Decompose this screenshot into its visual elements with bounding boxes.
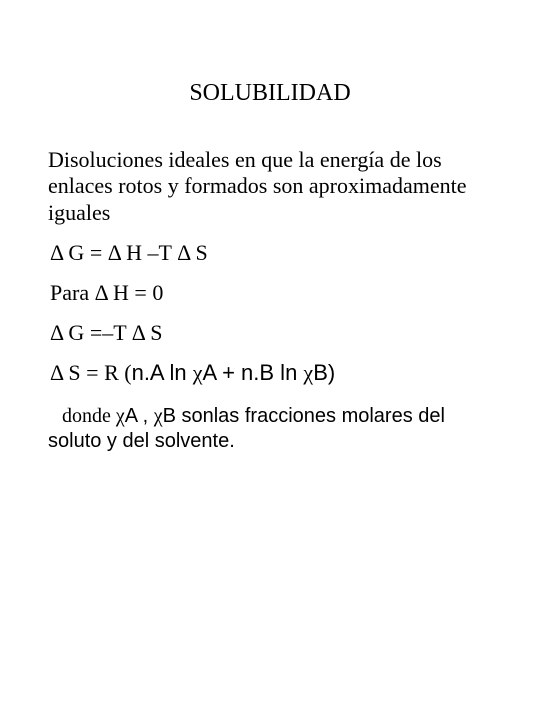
equation-delta-g: Δ G = Δ H –T Δ S: [48, 240, 492, 266]
explain-chi-a: χ: [116, 405, 125, 427]
eq4-close: ): [328, 360, 335, 385]
intro-paragraph: Disoluciones ideales en que la energía d…: [48, 147, 492, 226]
explain-tail1: sonlas fracciones molares del: [176, 405, 445, 427]
equation-delta-h-zero: Para Δ H = 0: [48, 280, 492, 306]
explain-b: B: [163, 405, 176, 427]
eq4-chi-a: χ: [193, 360, 203, 385]
eq4-nb-ln: n.B ln: [241, 360, 303, 385]
equation-delta-g-ts: Δ G =–T Δ S: [48, 320, 492, 346]
explain-pre: donde: [62, 405, 116, 427]
explain-a: A: [125, 405, 137, 427]
page-content: SOLUBILIDAD Disoluciones ideales en que …: [0, 0, 540, 454]
page-title: SOLUBILIDAD: [48, 80, 492, 107]
equation-delta-s: Δ S = R (n.A ln χA + n.B ln χB): [48, 360, 492, 386]
eq4-b: B: [313, 360, 328, 385]
explain-chi-b: χ: [154, 405, 163, 427]
explain-tail2: soluto y del solvente.: [48, 430, 235, 452]
explanation: donde χA , χB sonlas fracciones molares …: [48, 404, 492, 454]
explain-sep: ,: [137, 405, 154, 427]
eq4-a: A: [203, 360, 216, 385]
eq4-na-ln: n.A ln: [132, 360, 193, 385]
eq4-plus: +: [216, 360, 241, 385]
eq4-chi-b: χ: [303, 360, 313, 385]
eq4-prefix: Δ S = R (: [50, 360, 132, 385]
